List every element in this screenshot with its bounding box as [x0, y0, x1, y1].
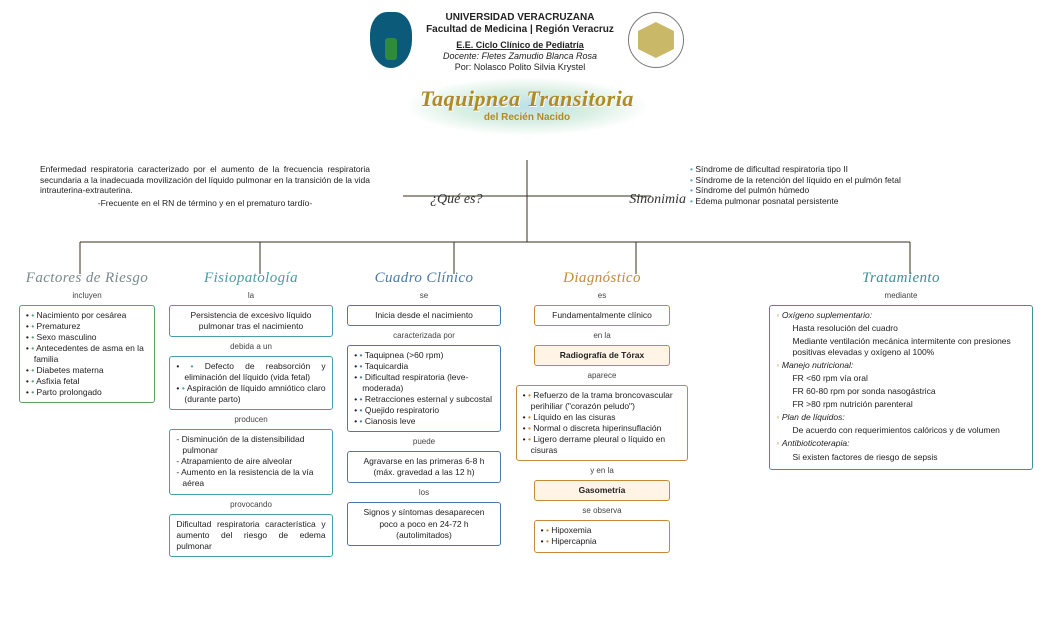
synonyms-box: Síndrome de dificultad respiratoria tipo… [690, 164, 1020, 207]
conn: en la [512, 329, 692, 342]
uv-logo-icon [370, 12, 412, 68]
teacher: Docente: Fletes Zamudio Blanca Rosa [426, 51, 614, 62]
fisio-b2: • Defecto de reabsorción y eliminación d… [169, 356, 332, 410]
definition-box: Enfermedad respiratoria caracterizado po… [40, 164, 370, 209]
title-block: Taquipnea Transitoria del Recién Nacido [407, 78, 647, 135]
conn: se observa [512, 504, 692, 517]
dx-h2: Gasometría [534, 480, 671, 501]
dx-b2: • Refuerzo de la trama broncovascular pe… [516, 385, 689, 461]
dx-h1: Radiografía de Tórax [534, 345, 671, 366]
course: E.E. Ciclo Clínico de Pediatría [426, 40, 614, 51]
dx-b3: • Hipoxemia• Hipercapnia [534, 520, 671, 552]
col-spacer [696, 270, 760, 560]
fisio-b3: Disminución de la distensibilidad pulmon… [169, 429, 332, 494]
cuadro-b4: Signos y síntomas desaparecen poco a poc… [347, 502, 501, 545]
conn: los [344, 486, 504, 499]
conn: caracterizada por [344, 329, 504, 342]
que-es-label: ¿Qué es? [430, 192, 483, 208]
conn: mediante [764, 289, 1038, 302]
title-sub: del Recién Nacido [417, 112, 637, 123]
fisio-b1: Persistencia de excesivo líquido pulmona… [169, 305, 332, 337]
col-dx: Diagnóstico es Fundamentalmente clínico … [508, 270, 696, 560]
factores-list: • Nacimiento por cesárea• Prematurez• Se… [26, 310, 148, 398]
dx-b2-list: • Refuerzo de la trama broncovascular pe… [523, 390, 682, 456]
cuadro-b1: Inicia desde el nacimiento [347, 305, 501, 326]
col-cuadro: Cuadro Clínico se Inicia desde el nacimi… [340, 270, 508, 560]
fisio-b4: Dificultad respiratoria característica y… [169, 514, 332, 557]
conn: y en la [512, 464, 692, 477]
sinonimia-label: Sinonimia [629, 192, 686, 208]
conn: provocando [166, 498, 336, 511]
conn: debida a un [166, 340, 336, 353]
conn: aparece [512, 369, 692, 382]
branches-grid: Factores de Riesgo incluyen • Nacimiento… [0, 270, 1054, 560]
dx-title: Diagnóstico [512, 270, 692, 287]
header: UNIVERSIDAD VERACRUZANA Facultad de Medi… [0, 0, 1054, 72]
fisio-title: Fisiopatología [166, 270, 336, 287]
definition-sub: -Frecuente en el RN de término y en el p… [40, 198, 370, 209]
conn: la [166, 289, 336, 302]
cuadro-b2: • Taquipnea (>60 rpm)• Taquicardia• Difi… [347, 345, 501, 432]
cuadro-b2-list: • Taquipnea (>60 rpm)• Taquicardia• Difi… [354, 350, 494, 427]
factores-title: Factores de Riesgo [16, 270, 158, 287]
definition-text: Enfermedad respiratoria caracterizado po… [40, 164, 370, 196]
seal-icon [628, 12, 684, 68]
col-tx: Tratamiento mediante Oxígeno suplementar… [760, 270, 1042, 560]
tx-box: Oxígeno suplementario:Hasta resolución d… [769, 305, 1032, 470]
conn: incluyen [16, 289, 158, 302]
author: Por: Nolasco Polito Silvia Krystel [426, 62, 614, 73]
col-fisio: Fisiopatología la Persistencia de excesi… [162, 270, 340, 560]
faculty: Facultad de Medicina | Región Veracruz [426, 24, 614, 36]
col-factores: Factores de Riesgo incluyen • Nacimiento… [12, 270, 162, 560]
dx-b3-list: • Hipoxemia• Hipercapnia [541, 525, 664, 547]
synonyms-list: Síndrome de dificultad respiratoria tipo… [690, 164, 1020, 207]
tx-list: Oxígeno suplementario:Hasta resolución d… [776, 310, 1025, 463]
title-main: Taquipnea Transitoria [417, 86, 637, 112]
factores-box: • Nacimiento por cesárea• Prematurez• Se… [19, 305, 155, 403]
tx-title: Tratamiento [764, 270, 1038, 287]
cuadro-title: Cuadro Clínico [344, 270, 504, 287]
conn: se [344, 289, 504, 302]
conn: producen [166, 413, 336, 426]
dx-b1: Fundamentalmente clínico [534, 305, 671, 326]
conn: es [512, 289, 692, 302]
university: UNIVERSIDAD VERACRUZANA [426, 12, 614, 24]
fisio-b2-list: • Defecto de reabsorción y eliminación d… [176, 361, 325, 405]
fisio-b3-list: Disminución de la distensibilidad pulmon… [176, 434, 325, 489]
cuadro-b3: Agravarse en las primeras 6-8 h (máx. gr… [347, 451, 501, 483]
conn: puede [344, 435, 504, 448]
header-text: UNIVERSIDAD VERACRUZANA Facultad de Medi… [426, 12, 614, 72]
